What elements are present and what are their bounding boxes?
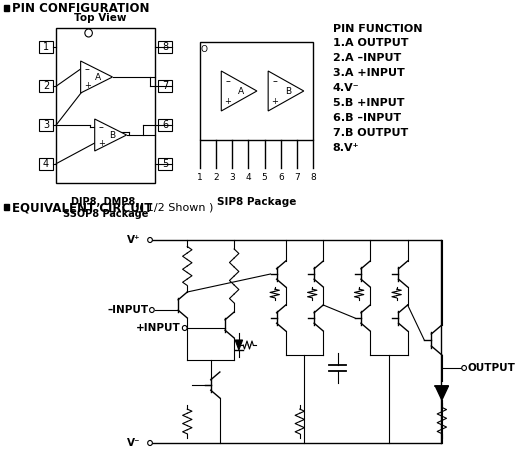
Text: +INPUT: +INPUT [136, 323, 181, 333]
Text: 3: 3 [43, 120, 49, 130]
Text: 1.A OUTPUT: 1.A OUTPUT [333, 38, 408, 48]
Text: –: – [225, 76, 230, 86]
Text: B: B [110, 130, 116, 140]
Polygon shape [80, 61, 113, 93]
Bar [158, 80, 172, 92]
Text: 1: 1 [43, 43, 49, 53]
Text: A: A [238, 87, 244, 96]
Circle shape [85, 29, 92, 37]
Text: 3: 3 [229, 173, 235, 182]
Text: ( 1/2 Shown ): ( 1/2 Shown ) [139, 203, 213, 213]
Bar [4, 5, 9, 11]
Text: A: A [95, 72, 102, 82]
Text: O: O [201, 45, 208, 54]
Circle shape [148, 440, 153, 445]
Text: 4: 4 [43, 159, 49, 169]
Text: 4.V⁻: 4.V⁻ [333, 83, 360, 93]
Text: Top View: Top View [74, 13, 127, 23]
Text: 8: 8 [162, 43, 168, 53]
Text: 5: 5 [262, 173, 267, 182]
Polygon shape [221, 71, 257, 111]
Bar [39, 80, 52, 92]
Text: 7: 7 [162, 81, 168, 91]
Text: 5: 5 [162, 159, 168, 169]
Text: 3.A +INPUT: 3.A +INPUT [333, 68, 405, 78]
Text: –: – [99, 122, 104, 132]
Bar [158, 41, 172, 53]
Text: PIN FUNCTION: PIN FUNCTION [333, 24, 422, 34]
Text: 2: 2 [213, 173, 218, 182]
Circle shape [182, 326, 187, 331]
Polygon shape [435, 386, 448, 400]
Bar [200, 42, 313, 140]
Text: 6: 6 [162, 120, 168, 130]
Text: 5.B +INPUT: 5.B +INPUT [333, 98, 404, 108]
Text: 2.A –INPUT: 2.A –INPUT [333, 53, 401, 63]
Text: 2: 2 [43, 81, 49, 91]
Text: +: + [84, 81, 91, 90]
Text: 8.V⁺: 8.V⁺ [333, 143, 359, 153]
Text: +: + [98, 139, 105, 148]
Text: SIP8 Package: SIP8 Package [217, 197, 296, 207]
Text: PIN CONFIGURATION: PIN CONFIGURATION [12, 3, 149, 15]
Text: 7.B OUTPUT: 7.B OUTPUT [333, 128, 408, 138]
Bar [158, 158, 172, 169]
Text: 1: 1 [197, 173, 202, 182]
Polygon shape [94, 119, 127, 151]
Text: EQUIVALENT CIRCUIT: EQUIVALENT CIRCUIT [12, 202, 153, 215]
Text: DIP8, DMP8,
SSOP8 Package: DIP8, DMP8, SSOP8 Package [63, 197, 148, 219]
Text: –: – [272, 76, 277, 86]
Circle shape [462, 366, 467, 371]
Text: V⁺: V⁺ [127, 235, 141, 245]
Text: OUTPUT: OUTPUT [468, 363, 516, 373]
Text: 4: 4 [245, 173, 251, 182]
Bar [56, 28, 155, 183]
Text: +: + [271, 96, 278, 106]
Text: 8: 8 [310, 173, 316, 182]
Bar [39, 119, 52, 131]
Text: –: – [85, 64, 90, 74]
Text: +: + [224, 96, 231, 106]
Polygon shape [235, 340, 242, 350]
Circle shape [149, 308, 154, 313]
Text: B: B [285, 87, 291, 96]
Text: V⁻: V⁻ [127, 438, 141, 448]
Bar [4, 204, 9, 210]
Bar [39, 158, 52, 169]
Text: 7: 7 [294, 173, 300, 182]
Text: 6: 6 [278, 173, 283, 182]
Circle shape [148, 237, 153, 242]
Bar [39, 41, 52, 53]
Bar [158, 119, 172, 131]
Text: 6.B –INPUT: 6.B –INPUT [333, 113, 401, 123]
Text: –INPUT: –INPUT [107, 305, 148, 315]
Polygon shape [268, 71, 304, 111]
